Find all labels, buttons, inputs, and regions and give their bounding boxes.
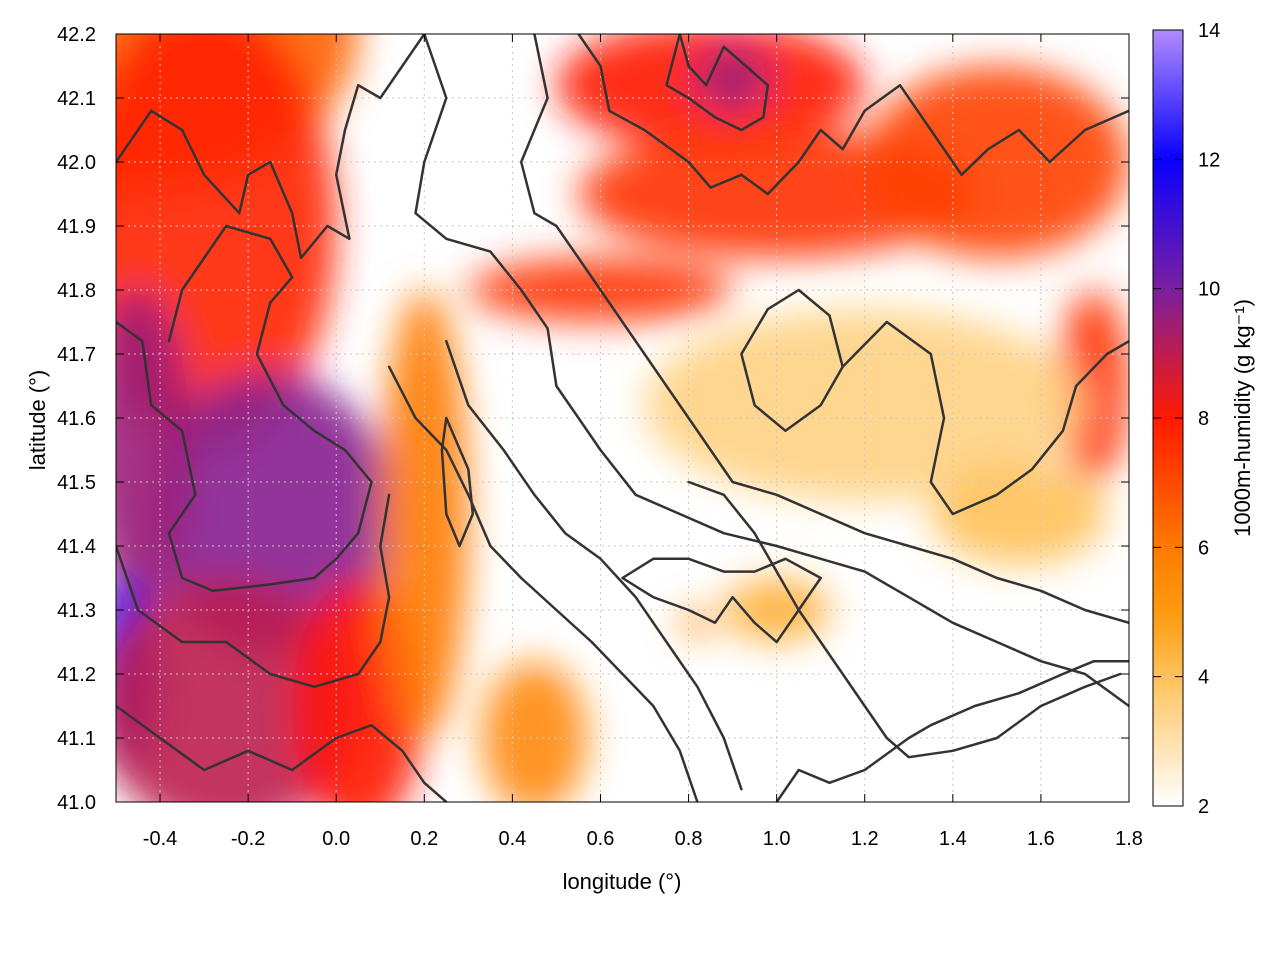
y-tick-label: 41.4 <box>57 536 96 558</box>
contour-line <box>687 480 1122 759</box>
x-axis-ticks: -0.4 -0.2 0.0 0.2 0.4 0.6 0.8 1.0 1.2 1.4 1.6 1.8 <box>143 34 1143 850</box>
contour-line <box>775 659 1129 802</box>
y-tick-label: 41.5 <box>57 472 96 494</box>
x-axis-label: longitude (°) <box>563 869 682 894</box>
y-tick-label: 41.0 <box>57 792 96 814</box>
colorbar-ticks: 2 4 6 8 10 12 14 <box>1153 20 1220 818</box>
x-tick-label: 1.2 <box>851 828 879 850</box>
x-tick-label: 0.4 <box>498 828 526 850</box>
y-tick-label: 42.2 <box>57 24 96 46</box>
contour-line <box>116 493 391 689</box>
humidity-region <box>930 462 1107 566</box>
x-tick-label: 0.2 <box>410 828 438 850</box>
colorbar-tick-label: 6 <box>1198 537 1209 559</box>
y-tick-label: 41.6 <box>57 408 96 430</box>
contour-line <box>116 34 426 260</box>
contour-line <box>445 339 743 791</box>
x-tick-label: -0.4 <box>143 828 177 850</box>
x-tick-label: 1.0 <box>763 828 791 850</box>
contour-line <box>577 34 1129 196</box>
x-tick-label: 1.6 <box>1027 828 1055 850</box>
contour-line <box>621 557 822 644</box>
colorbar-tick-label: 12 <box>1198 149 1220 171</box>
y-tick-label: 41.1 <box>57 728 96 750</box>
y-tick-label: 41.2 <box>57 664 96 686</box>
contour-line <box>841 320 1129 516</box>
contour-line <box>440 416 475 548</box>
contour-line <box>519 34 1129 625</box>
y-tick-label: 41.9 <box>57 216 96 238</box>
contour-line <box>665 34 770 132</box>
y-tick-label: 41.8 <box>57 280 96 302</box>
x-tick-label: 1.8 <box>1115 828 1143 850</box>
colorbar-tick-label: 14 <box>1198 20 1220 42</box>
humidity-region <box>481 661 588 802</box>
y-axis-ticks: 41.0 41.1 41.2 41.3 41.4 41.5 41.6 41.7 41.8 41.9… <box>57 24 1129 814</box>
contour-line <box>116 224 373 593</box>
colorbar: 2 4 6 8 10 12 14 <box>1152 20 1220 818</box>
humidity-region <box>697 46 768 111</box>
contour-line <box>387 365 699 802</box>
x-tick-label: 0.0 <box>322 828 350 850</box>
contour-line <box>740 288 844 433</box>
contour-line <box>116 704 448 802</box>
y-tick-label: 42.1 <box>57 88 96 110</box>
colorbar-tick-label: 10 <box>1198 279 1220 301</box>
colorbar-tick-label: 8 <box>1198 408 1209 430</box>
contour-lines <box>116 34 1129 802</box>
humidity-region <box>1058 290 1129 482</box>
y-axis-label: latitude (°) <box>25 370 50 471</box>
y-tick-label: 42.0 <box>57 152 96 174</box>
x-tick-label: 0.8 <box>675 828 703 850</box>
contour-line <box>414 34 1129 708</box>
x-tick-label: 1.4 <box>939 828 967 850</box>
y-tick-label: 41.7 <box>57 344 96 366</box>
x-tick-label: 0.6 <box>587 828 615 850</box>
humidity-region <box>644 309 1085 502</box>
y-tick-label: 41.3 <box>57 600 96 622</box>
humidity-region <box>864 66 1129 258</box>
colorbar-tick-label: 4 <box>1198 667 1209 689</box>
x-tick-label: -0.2 <box>231 828 265 850</box>
colorbar-label: 1000m-humidity (g kg⁻¹) <box>1230 299 1255 537</box>
colorbar-tick-label: 2 <box>1198 796 1209 818</box>
